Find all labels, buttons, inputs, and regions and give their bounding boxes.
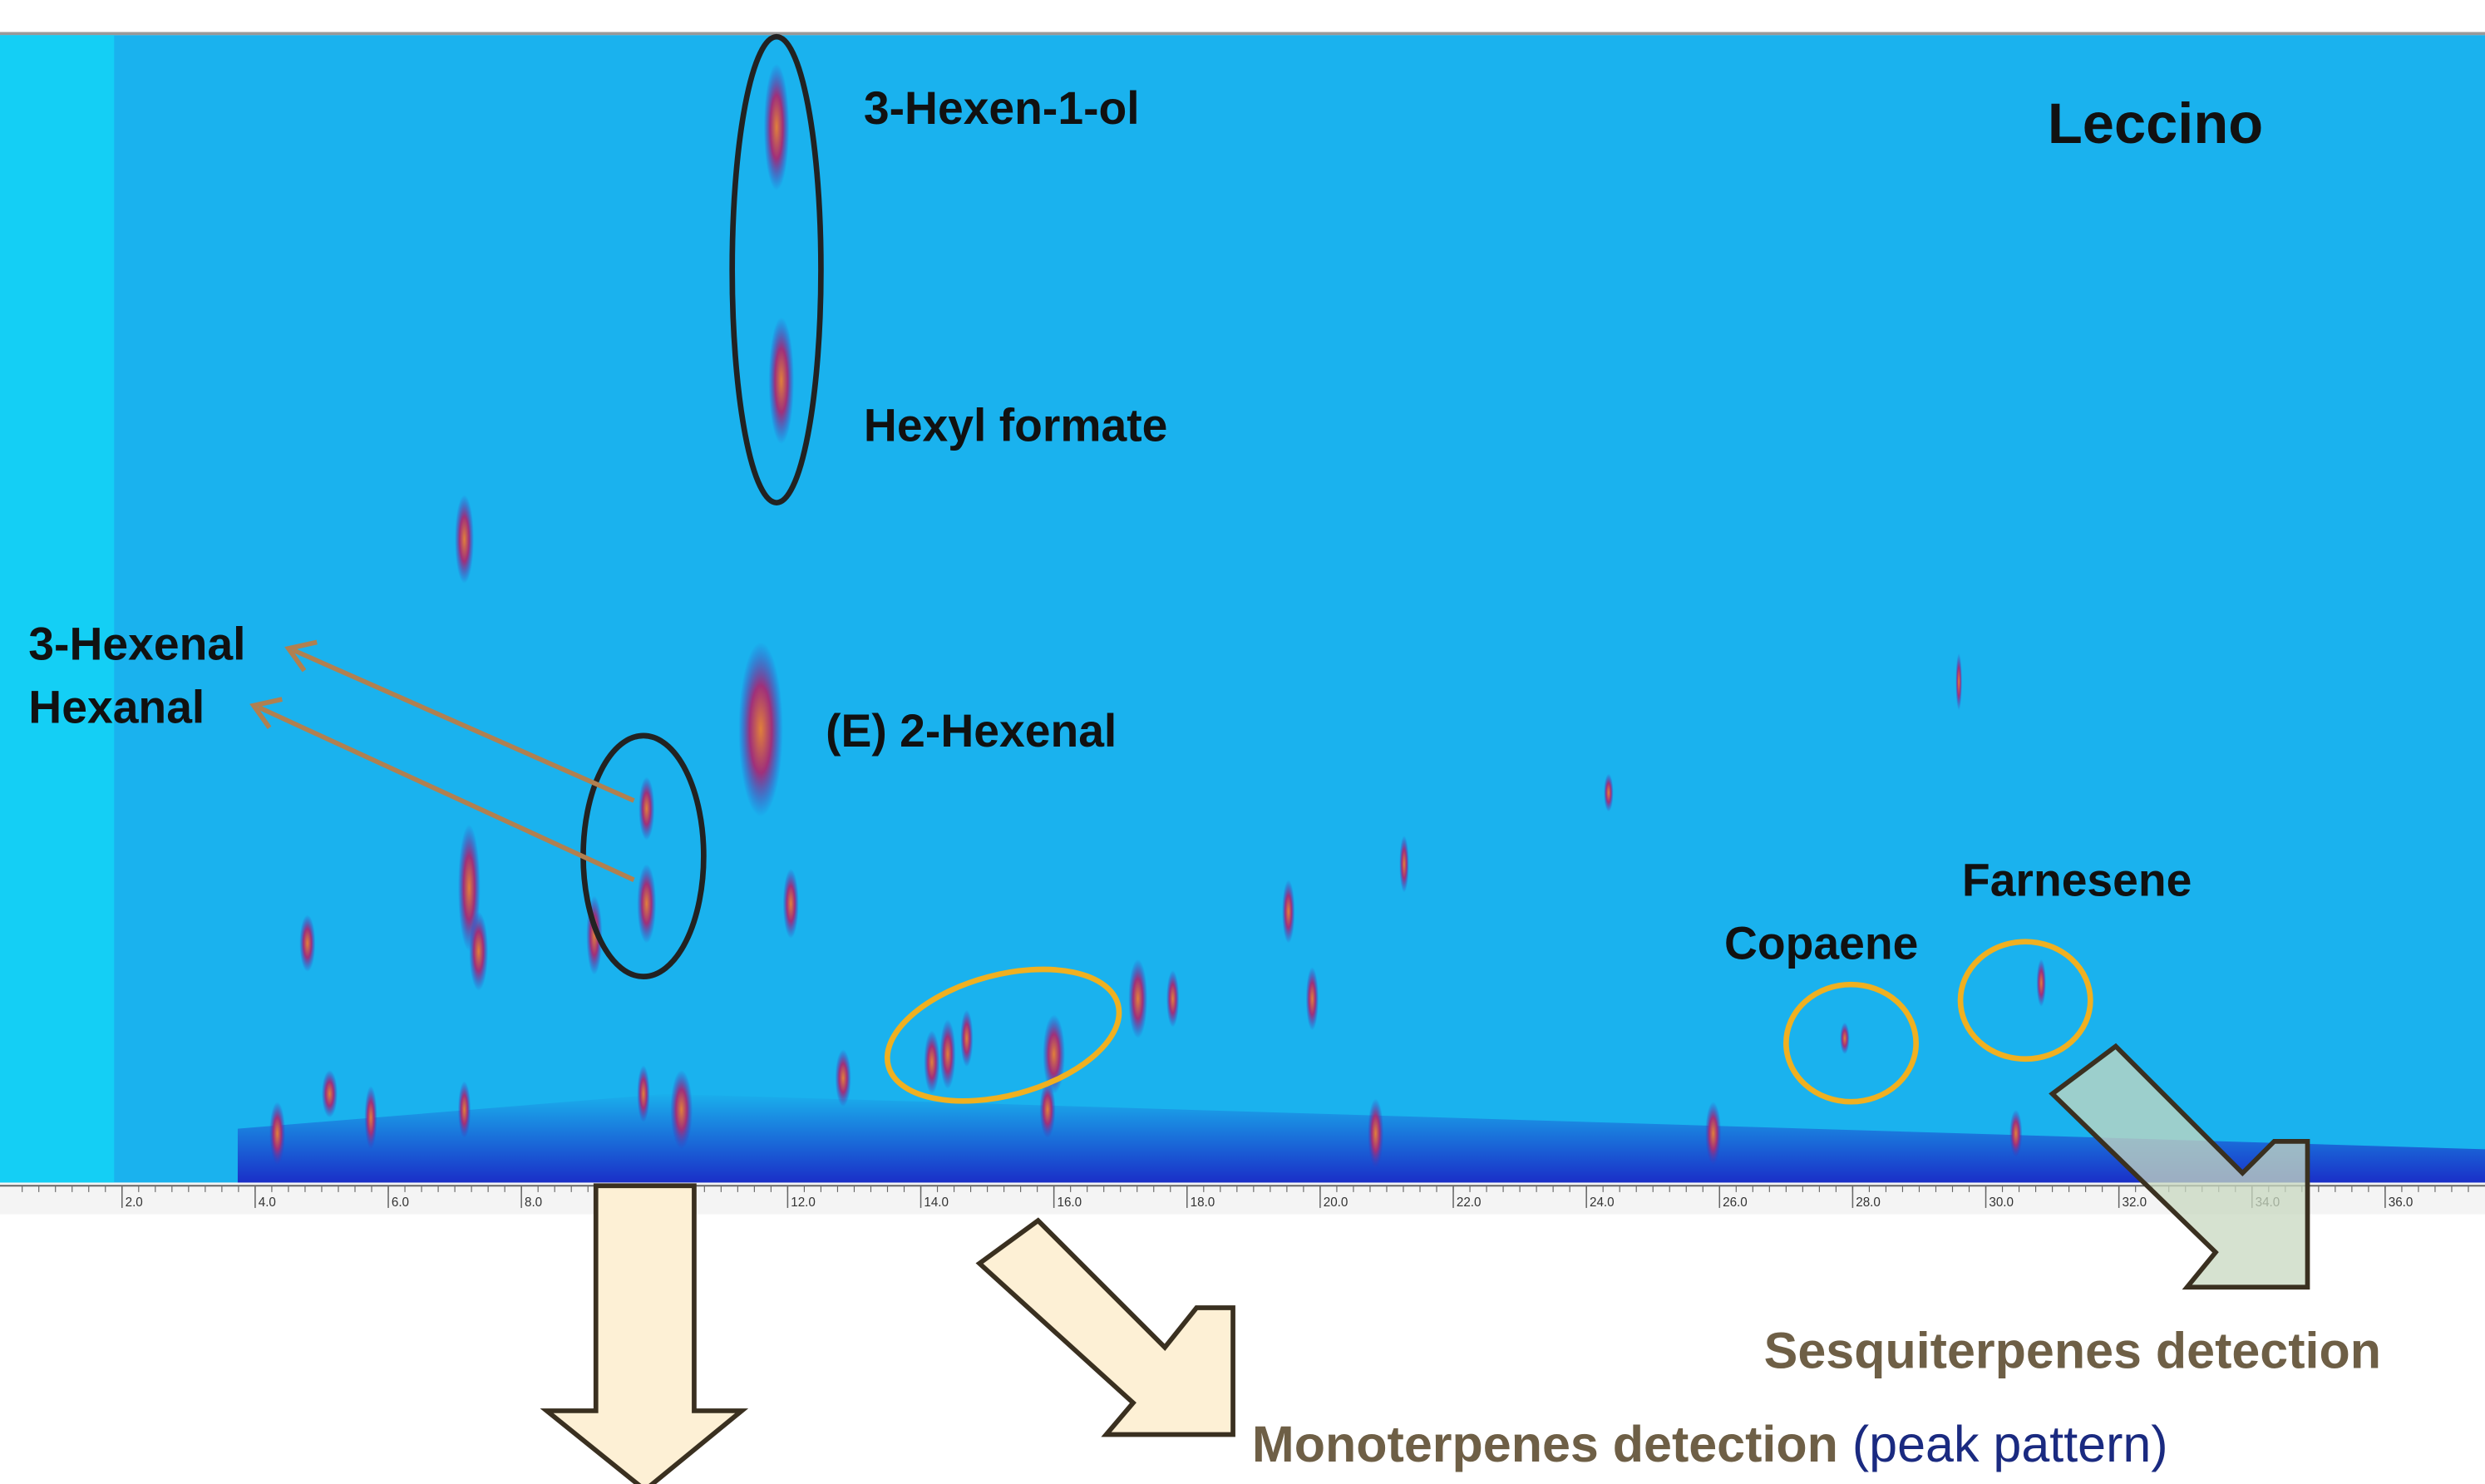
compound-label: Hexanal <box>28 682 205 733</box>
down-arrow <box>547 1186 742 1484</box>
tick-label: 22.0 <box>1457 1196 1482 1210</box>
tick-label: 32.0 <box>2122 1196 2147 1210</box>
peak <box>2037 959 2046 1007</box>
sample-name: Leccino <box>2048 91 2263 155</box>
compound-label: (E) 2-Hexenal <box>826 705 1117 757</box>
tick-label: 6.0 <box>392 1196 409 1210</box>
compound-label: Hexyl formate <box>864 399 1168 451</box>
x-axis: 2.04.06.08.010.012.014.016.018.020.022.0… <box>0 1182 2485 1214</box>
caption-note: (peak pattern) <box>1852 1416 2168 1472</box>
peak <box>924 1030 939 1093</box>
peak <box>637 1065 649 1122</box>
peak <box>1128 959 1147 1038</box>
peak <box>364 1086 377 1149</box>
tick-label: 16.0 <box>1057 1196 1082 1210</box>
tick-label: 20.0 <box>1324 1196 1349 1210</box>
peak <box>458 1081 471 1138</box>
compound-label: 3-Hexenal <box>28 618 245 669</box>
peak <box>1368 1098 1383 1168</box>
peak <box>738 642 782 816</box>
caption: Monoterpenes detection (peak pattern) <box>1252 1416 2168 1472</box>
tick-label: 36.0 <box>2389 1196 2414 1210</box>
peak <box>1306 967 1319 1030</box>
tick-label: 4.0 <box>259 1196 276 1210</box>
tick-label: 18.0 <box>1191 1196 1215 1210</box>
peak <box>469 911 488 990</box>
tick-label: 2.0 <box>126 1196 143 1210</box>
peak <box>639 777 654 840</box>
compound-label: Farnesene <box>1962 854 2192 905</box>
peak <box>764 64 790 191</box>
peak <box>1399 836 1408 893</box>
tick-label: 8.0 <box>525 1196 542 1210</box>
peak <box>1166 970 1179 1028</box>
peak <box>1282 880 1294 943</box>
diagonal-arrow <box>979 1220 1233 1434</box>
left-strip <box>0 35 114 1182</box>
peak <box>836 1049 851 1107</box>
peak <box>1040 1081 1056 1138</box>
peak <box>269 1102 285 1165</box>
peak <box>637 864 656 943</box>
caption: Sesquiterpenes detection <box>1764 1322 2381 1378</box>
peak <box>670 1070 693 1149</box>
chromatogram <box>0 35 2485 1182</box>
peak <box>769 318 795 445</box>
peak <box>1705 1102 1721 1165</box>
peak <box>2009 1110 2022 1157</box>
peak <box>960 1010 973 1067</box>
peak <box>455 495 474 584</box>
tick-label: 24.0 <box>1590 1196 1615 1210</box>
peak <box>1604 774 1613 812</box>
compound-label: 3-Hexen-1-ol <box>864 82 1140 134</box>
tick-label: 12.0 <box>791 1196 816 1210</box>
tick-label: 30.0 <box>1989 1196 2014 1210</box>
peak <box>783 869 799 939</box>
peak <box>322 1070 338 1117</box>
caption-part: Monoterpenes detection <box>1252 1416 1838 1472</box>
tick-label: 14.0 <box>924 1196 949 1210</box>
peak <box>1840 1023 1849 1054</box>
figure: 2.04.06.08.010.012.014.016.018.020.022.0… <box>0 0 2485 1484</box>
tick-label: 26.0 <box>1723 1196 1748 1210</box>
tick-label: 28.0 <box>1856 1196 1881 1210</box>
peak <box>299 915 315 972</box>
page: 2.04.06.08.010.012.014.016.018.020.022.0… <box>0 0 2485 1484</box>
peak <box>1955 653 1962 711</box>
compound-label: Copaene <box>1724 918 1918 969</box>
peak <box>939 1019 955 1089</box>
axis-bg <box>0 1182 2485 1214</box>
